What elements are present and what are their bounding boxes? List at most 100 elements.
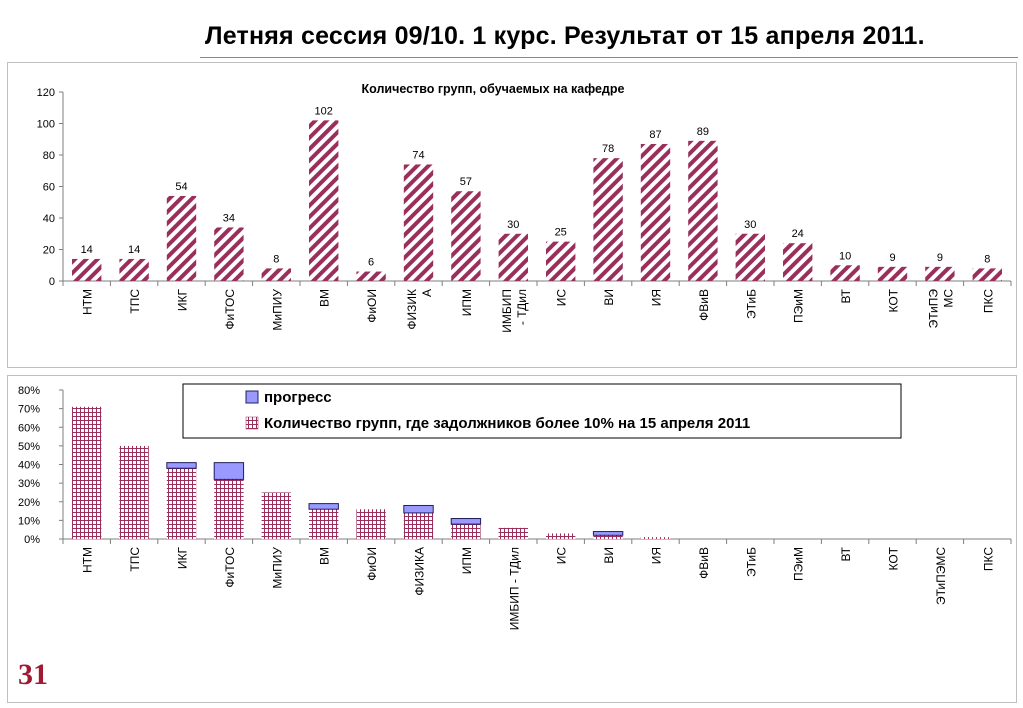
- bar: [119, 258, 149, 281]
- y-tick-label: 60%: [18, 422, 40, 434]
- data-label: 14: [128, 244, 140, 256]
- bar: [451, 191, 481, 281]
- y-tick-label: 40%: [18, 460, 40, 472]
- bar-debtors: [403, 512, 434, 539]
- x-tick-label: МиПИУ: [270, 547, 284, 589]
- slide-number: 31: [18, 658, 48, 691]
- bar: [735, 233, 765, 281]
- y-tick-label: 40: [43, 213, 55, 225]
- y-tick-label: 20: [43, 245, 55, 257]
- bar: [593, 158, 623, 281]
- data-label: 8: [984, 253, 990, 265]
- data-label: 30: [507, 219, 519, 231]
- x-tick-label: ФиОИ: [365, 547, 379, 581]
- bar: [830, 265, 860, 281]
- y-tick-label: 60: [43, 182, 55, 194]
- x-tick-label: ВМ: [318, 289, 332, 307]
- bar: [166, 195, 197, 281]
- x-tick-label: ФИЗИК: [405, 289, 419, 330]
- data-label: 6: [368, 257, 374, 269]
- x-tick-label: ИКГ: [176, 547, 190, 570]
- x-tick-label: ФиТОС: [223, 289, 237, 330]
- legend: прогресс Количество групп, где задолжнико…: [182, 383, 902, 439]
- y-tick-label: 20%: [18, 497, 40, 509]
- chart-groups-per-department: 0 20 40 60 80 100 120 Количество групп, обучаем…: [7, 62, 1017, 368]
- bar: [546, 241, 576, 281]
- bar: [925, 266, 955, 281]
- data-label: 78: [602, 143, 614, 155]
- bar: [877, 266, 908, 281]
- data-label: 74: [412, 149, 424, 161]
- x-tick-label: ЭТиПЭМС: [934, 547, 948, 605]
- x-tick-label: НТМ: [81, 547, 95, 573]
- x-tick-label: ВИ: [602, 289, 616, 306]
- data-label: 14: [81, 244, 93, 256]
- bar-debtors: [309, 509, 339, 539]
- x-tick-label: ВМ: [318, 547, 332, 565]
- x-tick-label: ВТ: [839, 288, 853, 303]
- slide-title: Летняя сессия 09/10. 1 курс. Результат о…: [205, 22, 925, 50]
- chart-groups-svg: 0 20 40 60 80 100 120 Количество групп, обучаем…: [37, 82, 1012, 333]
- x-tick-label: ИС: [555, 289, 569, 307]
- y-tick-label: 30%: [18, 478, 40, 490]
- bar-debtors: [593, 535, 623, 539]
- x-tick-label: ИС: [555, 547, 569, 565]
- data-label: 24: [792, 228, 804, 240]
- legend-swatch-progress: [245, 390, 259, 404]
- x-tick-label: ВТ: [839, 546, 853, 561]
- x-tick-label: КОТ: [887, 288, 901, 312]
- bar: [498, 233, 528, 281]
- bar-progress: [592, 531, 624, 536]
- y-tick-label: 0%: [24, 534, 40, 546]
- data-label: 34: [223, 212, 235, 224]
- bar-debtors: [356, 509, 386, 539]
- data-label: 8: [273, 253, 279, 265]
- bar-progress: [403, 504, 434, 514]
- bar-progress: [166, 462, 197, 469]
- y-tick-label: 120: [37, 87, 55, 99]
- bar: [356, 271, 386, 281]
- data-label: 57: [460, 176, 472, 188]
- bar-debtors: [72, 406, 102, 539]
- chart-debtors-svg: 0% 10% 20% 30% 40% 50% 60% 70% 80% НТМ ТПС ИКГ ФиТОС…: [18, 383, 1012, 630]
- x-tick-label: МиПИУ: [270, 289, 284, 331]
- x-tick-label: ПЭиМ: [792, 547, 806, 581]
- x-tick-label: МС: [941, 289, 955, 308]
- x-tick-label: ИЯ: [650, 547, 664, 564]
- x-tick-label: КОТ: [887, 546, 901, 570]
- bar-debtors: [451, 524, 481, 539]
- bar: [688, 140, 718, 281]
- chart-title: Количество групп, обучаемых на кафедре: [362, 82, 625, 96]
- x-tick-label: ФВиВ: [697, 547, 711, 579]
- legend-box: [182, 383, 902, 439]
- x-tick-label: ИЯ: [650, 289, 664, 306]
- x-tick-label: ПЭиМ: [792, 289, 806, 323]
- bar-progress: [213, 462, 245, 480]
- data-label: 10: [839, 250, 851, 262]
- legend-label-debtors: Количество групп, где задолжников более …: [264, 415, 750, 432]
- y-tick-label: 50%: [18, 441, 40, 453]
- bar: [309, 120, 339, 281]
- title-divider: [200, 57, 1018, 58]
- bar-debtors: [498, 527, 528, 539]
- x-tick-label: ИПМ: [460, 289, 474, 316]
- data-label: 30: [744, 219, 756, 231]
- data-label: 9: [937, 252, 943, 264]
- data-label: 25: [555, 227, 567, 239]
- x-tick-label: ЭТиПЭ: [926, 289, 940, 329]
- bar: [261, 268, 291, 281]
- data-label: 9: [889, 252, 895, 264]
- x-tick-label: ИМБИП - ТДил: [507, 547, 521, 630]
- x-tick-label: ТПС: [128, 289, 142, 314]
- bar-debtors: [261, 492, 291, 539]
- y-tick-label: 80%: [18, 385, 40, 397]
- data-label: 102: [315, 105, 333, 117]
- x-tick-label: ФиТОС: [223, 547, 237, 588]
- bar-debtors: [166, 468, 197, 539]
- y-tick-label: 100: [37, 119, 55, 131]
- bar: [783, 243, 813, 281]
- x-tick-label: ПКС: [981, 289, 995, 313]
- bar-debtors: [546, 533, 576, 539]
- x-tick-label: ЭТиБ: [744, 289, 758, 319]
- x-tick-label: НТМ: [81, 289, 95, 315]
